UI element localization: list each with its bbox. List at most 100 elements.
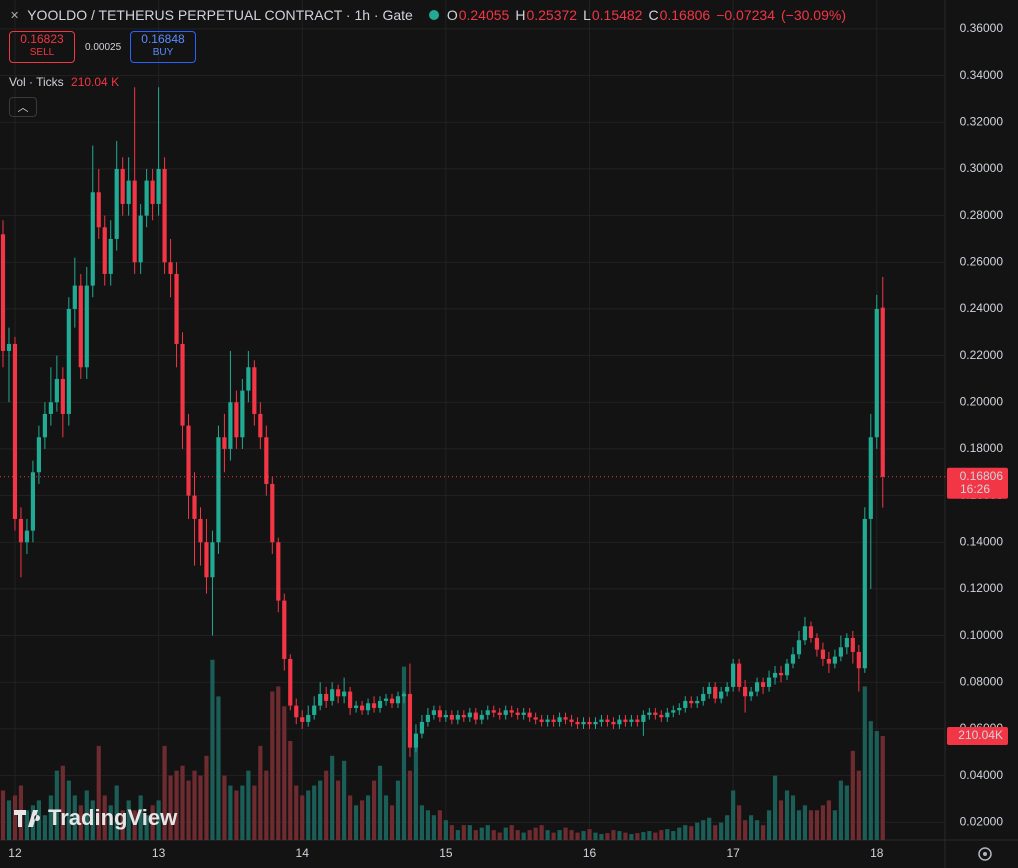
volume-bar bbox=[533, 827, 538, 840]
volume-bar bbox=[96, 745, 101, 840]
candle-body bbox=[144, 180, 149, 216]
sell-button[interactable]: 0.16823 SELL bbox=[9, 31, 75, 63]
volume-bar bbox=[820, 805, 826, 840]
collapse-button[interactable]: ︿ bbox=[9, 97, 37, 117]
volume-bar bbox=[473, 830, 478, 840]
volume-bar bbox=[832, 810, 837, 840]
candle-body bbox=[731, 663, 736, 687]
candle-body bbox=[365, 703, 371, 711]
volume-bar bbox=[850, 750, 855, 840]
volume-bar bbox=[557, 830, 562, 840]
candle-body bbox=[617, 719, 622, 725]
candle-body bbox=[581, 721, 586, 725]
candle-body bbox=[84, 285, 89, 368]
y-tick-label: 0.34000 bbox=[960, 68, 1004, 82]
volume-bar bbox=[54, 770, 59, 840]
volume-bar bbox=[509, 825, 514, 840]
volume-bar bbox=[617, 831, 622, 840]
volume-bar bbox=[856, 770, 861, 840]
volume-bar bbox=[180, 765, 185, 840]
ohlc-low: 0.15482 bbox=[591, 7, 643, 23]
y-tick-label: 0.04000 bbox=[960, 768, 1004, 782]
y-tick-label: 0.36000 bbox=[960, 21, 1004, 35]
candle-body bbox=[240, 390, 245, 438]
volume-bar bbox=[659, 830, 664, 840]
candle-body bbox=[318, 693, 323, 706]
volume-bar bbox=[521, 832, 526, 840]
volume-bar bbox=[126, 800, 131, 840]
candle-body bbox=[479, 714, 484, 720]
volume-bar bbox=[844, 785, 849, 840]
candle-body bbox=[228, 402, 233, 449]
y-tick-label: 0.26000 bbox=[960, 254, 1004, 268]
candle-body bbox=[18, 518, 24, 543]
candle-body bbox=[210, 542, 215, 578]
watermark-logo bbox=[14, 810, 41, 827]
candle-body bbox=[653, 712, 658, 715]
candle-body bbox=[413, 733, 419, 748]
volume-bar bbox=[719, 822, 724, 840]
candle-body bbox=[599, 719, 604, 722]
candle-body bbox=[754, 682, 760, 692]
volume-bar bbox=[258, 745, 263, 840]
candle-body bbox=[784, 663, 790, 676]
buy-button[interactable]: 0.16848 BUY bbox=[130, 31, 196, 63]
candle-body bbox=[790, 654, 796, 664]
volume-bar bbox=[695, 822, 700, 840]
volume-bar bbox=[413, 745, 419, 840]
volume-bar bbox=[784, 790, 790, 840]
candle-body bbox=[569, 719, 574, 722]
candle-body bbox=[425, 714, 431, 722]
volume-bar bbox=[796, 810, 802, 840]
symbol-icon: ✕ bbox=[10, 9, 20, 22]
volume-bar bbox=[66, 780, 71, 840]
chart-title: YOOLDO / TETHERUS PERPETUAL CONTRACT · 1… bbox=[27, 7, 413, 23]
volume-bar bbox=[210, 659, 215, 840]
candle-body bbox=[168, 262, 173, 274]
volume-bar bbox=[330, 755, 335, 840]
y-tick-label: 0.10000 bbox=[960, 628, 1004, 642]
volume-bar bbox=[300, 795, 305, 840]
candle-body bbox=[198, 518, 203, 543]
volume-bar bbox=[389, 805, 395, 840]
candle-body bbox=[108, 238, 113, 274]
candle-body bbox=[623, 719, 628, 722]
candle-body bbox=[551, 719, 556, 722]
volume-tag bbox=[947, 726, 1008, 745]
volume-value: 210.04 K bbox=[71, 75, 120, 89]
volume-bar bbox=[701, 820, 706, 840]
volume-bar bbox=[479, 827, 484, 840]
candle-body bbox=[234, 402, 239, 438]
volume-bar bbox=[216, 696, 221, 840]
candle-body bbox=[419, 721, 425, 734]
candle-body bbox=[515, 712, 520, 715]
candle-body bbox=[180, 343, 185, 426]
volume-bar bbox=[605, 833, 610, 840]
candle-body bbox=[641, 714, 646, 722]
settings-icon-center bbox=[983, 852, 987, 856]
candle-body bbox=[713, 686, 718, 699]
volume-name: Vol · Ticks bbox=[9, 75, 64, 89]
candle-body bbox=[282, 600, 287, 659]
candle-body bbox=[760, 682, 766, 687]
candle-body bbox=[808, 626, 814, 638]
volume-bar bbox=[790, 795, 796, 840]
candle-body bbox=[862, 518, 867, 669]
volume-bar bbox=[240, 785, 245, 840]
ohlc-letter: L bbox=[583, 7, 591, 23]
volume-bar bbox=[635, 833, 640, 840]
ohlc-high: 0.25372 bbox=[526, 7, 578, 23]
candle-body bbox=[467, 712, 472, 718]
candle-body bbox=[312, 705, 317, 715]
candle-body bbox=[748, 691, 754, 697]
candle-body bbox=[270, 483, 275, 543]
volume-legend: Vol · Ticks 210.04 K bbox=[9, 75, 119, 89]
price-tag-countdown: 16:26 bbox=[960, 482, 990, 496]
candle-body bbox=[348, 691, 353, 708]
candle-body bbox=[593, 721, 598, 725]
candle-body bbox=[605, 719, 610, 722]
volume-bar bbox=[359, 800, 365, 840]
x-tick-label: 12 bbox=[8, 846, 22, 860]
volume-bar bbox=[276, 686, 281, 840]
